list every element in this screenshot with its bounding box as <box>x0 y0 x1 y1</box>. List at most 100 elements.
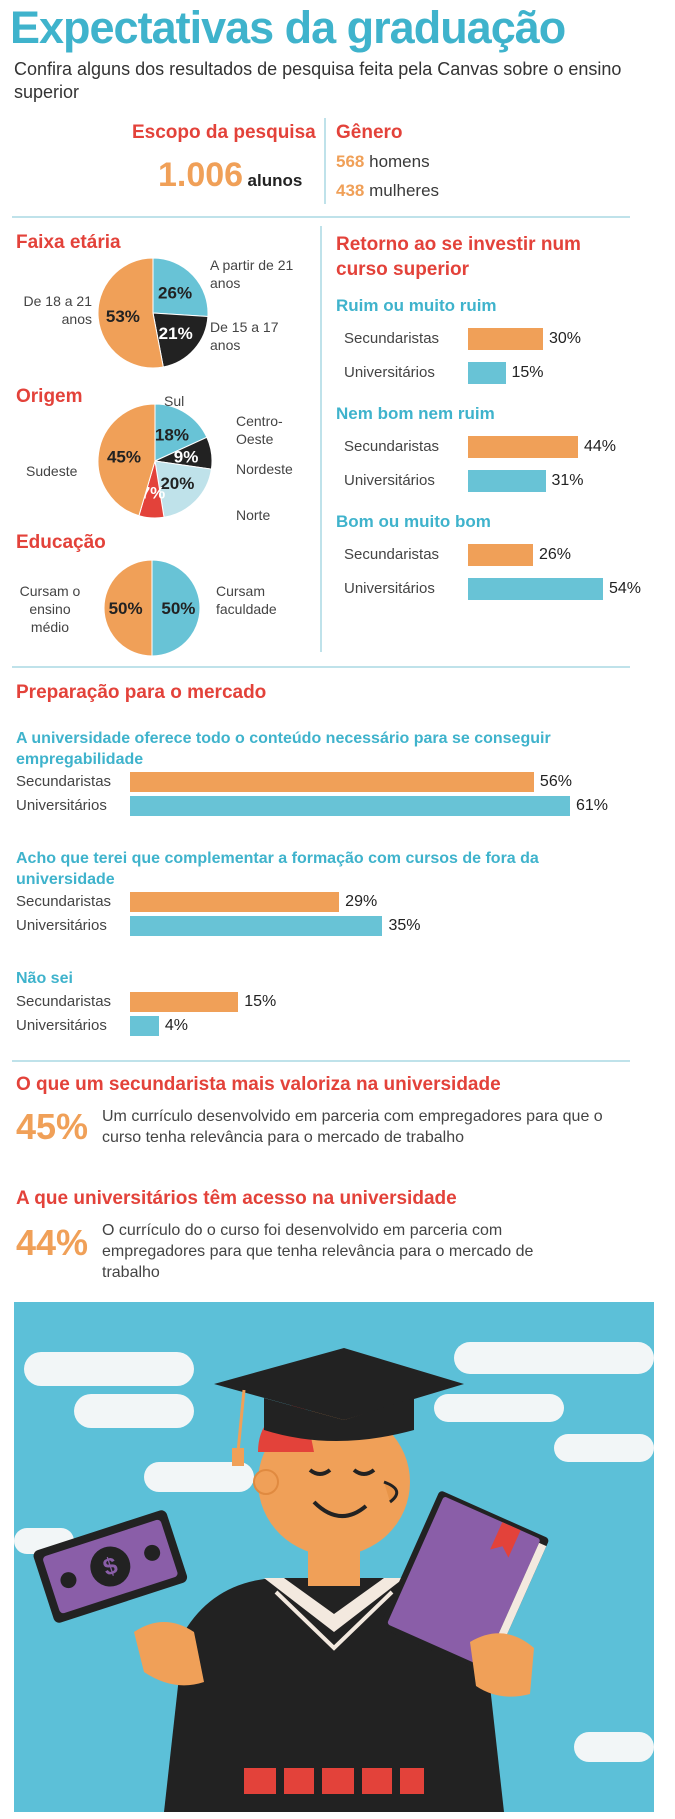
pie-value-label: 20% <box>160 474 194 493</box>
bar <box>130 796 570 816</box>
origin-label-sul: Sul <box>164 393 185 409</box>
bar-value-label: 31% <box>551 472 584 489</box>
hand-left <box>134 1622 204 1686</box>
valued-text: Um currículo desenvolvido em parceria co… <box>102 1108 603 1146</box>
age-pie-chart: 26% 21% 53% <box>98 258 208 368</box>
origin-pie-chart: 18%9%20%7%45% <box>98 404 212 518</box>
bar <box>468 470 546 492</box>
return-heading: Retorno ao se investir num curso superio… <box>336 234 581 280</box>
ear <box>253 1469 279 1495</box>
bar-row-label: Universitários <box>344 580 435 597</box>
origin-label-centro-oeste: Centro-Oeste <box>236 413 283 447</box>
education-label-medio: Cursam o ensino médio <box>19 583 81 635</box>
pie-slice <box>154 404 208 462</box>
bar <box>130 1016 159 1036</box>
bar-group-title: Acho que terei que complementar a formaç… <box>16 850 539 888</box>
bar-value-label: 15% <box>244 993 277 1010</box>
pie-value-label: 21% <box>159 324 193 343</box>
age-label-21plus: A partir de 21 anos <box>210 257 294 291</box>
bar-group-title: A universidade oferece todo o conteúdo n… <box>16 730 551 768</box>
bar-value-label: 29% <box>345 893 378 910</box>
pie-slice <box>152 312 208 368</box>
valued-pct: 45% <box>16 1106 89 1147</box>
gender-men-value: 568 <box>336 152 365 171</box>
bar-row-label: Universitários <box>16 797 107 814</box>
pie-slice <box>98 404 156 517</box>
divider <box>320 226 322 652</box>
pie-value-label: 50% <box>161 599 195 618</box>
scope-value: 1.006 alunos <box>158 156 302 195</box>
bar-row-label: Secundaristas <box>344 546 440 563</box>
bar-group-title: Não sei <box>16 970 73 987</box>
bar-row-label: Universitários <box>16 917 107 934</box>
collar <box>264 1578 404 1632</box>
gender-heading: Gênero <box>336 122 403 143</box>
smile <box>312 1500 368 1519</box>
gender-women-label: mulheres <box>369 181 440 200</box>
bar <box>468 328 543 350</box>
origin-label-norte: Norte <box>236 507 271 523</box>
bar-row-label: Secundaristas <box>16 993 112 1010</box>
education-heading: Educação <box>16 532 106 553</box>
access-text: O currículo do o curso foi desenvolvido … <box>102 1222 534 1281</box>
bar-value-label: 4% <box>164 1017 188 1034</box>
tassel <box>232 1448 244 1466</box>
divider <box>12 216 630 218</box>
bar-value-label: 56% <box>539 773 572 790</box>
bar-group-title: Nem bom nem ruim <box>336 404 495 423</box>
pie-slice <box>152 258 208 317</box>
bar-value-label: 44% <box>584 438 617 455</box>
bar-row-label: Secundaristas <box>344 438 440 455</box>
bar-row-label: Secundaristas <box>16 773 112 790</box>
bar <box>130 916 383 936</box>
origin-heading: Origem <box>16 386 83 407</box>
bar-row-label: Universitários <box>16 1017 107 1034</box>
nose <box>383 1480 399 1504</box>
bar-value-label: 35% <box>388 917 421 934</box>
age-label-18-21: De 18 a 21 anos <box>23 293 93 327</box>
valued-heading: O que um secundarista mais valoriza na u… <box>16 1074 501 1095</box>
pie-value-label: 50% <box>109 599 143 618</box>
money-bill: $ <box>33 1510 188 1623</box>
bar <box>130 992 239 1012</box>
pie-slice <box>154 460 212 518</box>
bar-group-title: Ruim ou muito ruim <box>336 296 497 315</box>
scope-unit: alunos <box>247 171 303 190</box>
bar <box>468 544 533 566</box>
pie-value-label: 53% <box>106 307 140 326</box>
graduate-illustration: $ <box>14 1302 654 1812</box>
bar <box>468 578 603 600</box>
bar-value-label: 15% <box>511 364 544 381</box>
pie-slice <box>98 258 164 368</box>
divider <box>12 666 630 668</box>
pie-value-label: 26% <box>158 283 192 302</box>
gender-women-value: 438 <box>336 181 365 200</box>
bar <box>468 362 506 384</box>
bar <box>468 436 578 458</box>
age-label-15-17: De 15 a 17 anos <box>210 319 279 353</box>
bar-row-label: Universitários <box>344 472 435 489</box>
pie-value-label: 45% <box>107 448 141 467</box>
bar-row-label: Secundaristas <box>16 893 112 910</box>
origin-label-sudeste: Sudeste <box>26 463 78 479</box>
pie-slice <box>104 560 153 656</box>
education-label-faculdade: Cursam faculdade <box>216 583 277 617</box>
page-subtitle: Confira alguns dos resultados de pesquis… <box>14 59 622 102</box>
scope-heading: Escopo da pesquisa <box>132 122 316 143</box>
bar <box>130 892 340 912</box>
eye-left <box>308 1468 332 1476</box>
pie-value-label: 9% <box>174 448 199 467</box>
age-heading: Faixa etária <box>16 232 121 253</box>
page-title: Expectativas da graduação <box>10 2 566 53</box>
gender-women: 438 mulheres <box>336 181 439 201</box>
eye-right <box>352 1468 376 1476</box>
bar-value-label: 54% <box>609 580 642 597</box>
bar-value-label: 26% <box>539 546 572 563</box>
pie-slice <box>151 560 200 656</box>
bar-value-label: 30% <box>549 330 582 347</box>
origin-label-nordeste: Nordeste <box>236 461 293 477</box>
bar <box>130 772 534 792</box>
bar-group-title: Bom ou muito bom <box>336 512 491 531</box>
education-pie-chart: 50% 50% <box>104 560 200 656</box>
bar-row-label: Universitários <box>344 364 435 381</box>
